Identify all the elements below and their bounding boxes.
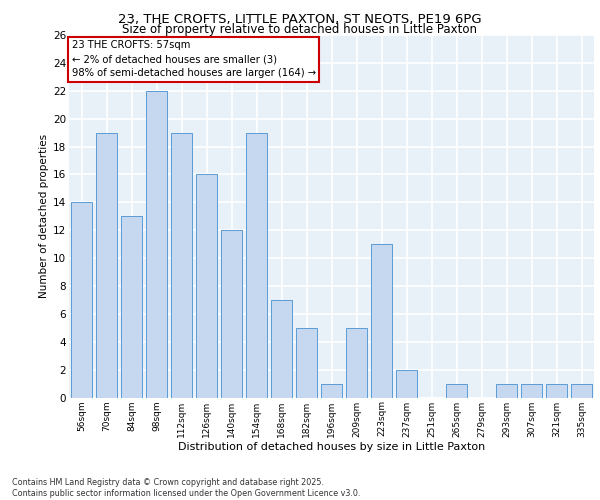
- Bar: [246, 132, 267, 398]
- Bar: [396, 370, 417, 398]
- Bar: [171, 132, 192, 398]
- Bar: [571, 384, 592, 398]
- Bar: [446, 384, 467, 398]
- Bar: [346, 328, 367, 398]
- Bar: [196, 174, 217, 398]
- Text: Contains HM Land Registry data © Crown copyright and database right 2025.
Contai: Contains HM Land Registry data © Crown c…: [12, 478, 361, 498]
- Bar: [371, 244, 392, 398]
- Bar: [546, 384, 567, 398]
- Bar: [271, 300, 292, 398]
- Y-axis label: Number of detached properties: Number of detached properties: [39, 134, 49, 298]
- Bar: [221, 230, 242, 398]
- Bar: [496, 384, 517, 398]
- Bar: [146, 91, 167, 398]
- Bar: [71, 202, 92, 398]
- X-axis label: Distribution of detached houses by size in Little Paxton: Distribution of detached houses by size …: [178, 442, 485, 452]
- Bar: [321, 384, 342, 398]
- Bar: [296, 328, 317, 398]
- Bar: [521, 384, 542, 398]
- Text: 23, THE CROFTS, LITTLE PAXTON, ST NEOTS, PE19 6PG: 23, THE CROFTS, LITTLE PAXTON, ST NEOTS,…: [118, 12, 482, 26]
- Bar: [121, 216, 142, 398]
- Text: Size of property relative to detached houses in Little Paxton: Size of property relative to detached ho…: [122, 22, 478, 36]
- Bar: [96, 132, 117, 398]
- Text: 23 THE CROFTS: 57sqm
← 2% of detached houses are smaller (3)
98% of semi-detache: 23 THE CROFTS: 57sqm ← 2% of detached ho…: [71, 40, 316, 78]
